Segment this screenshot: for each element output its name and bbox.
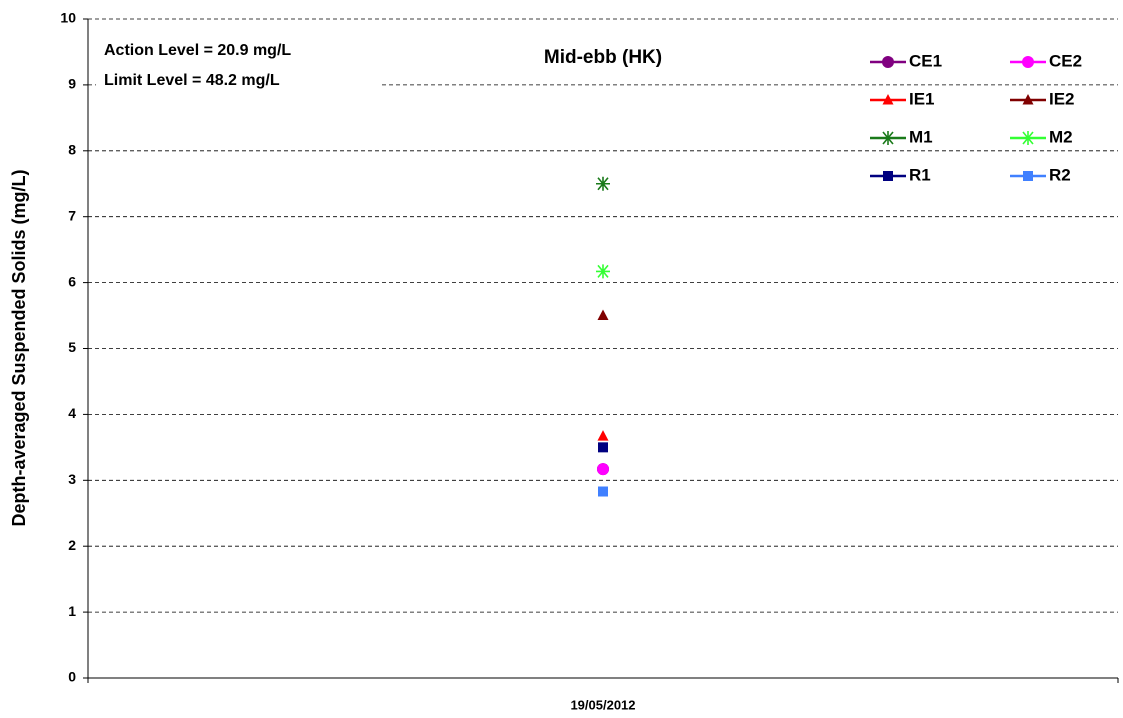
legend-label: R2 [1049, 165, 1071, 184]
data-point [596, 264, 610, 279]
annotation: Action Level = 20.9 mg/L [104, 42, 291, 59]
y-tick-label: 9 [68, 76, 76, 92]
y-tick-label: 10 [60, 10, 76, 26]
x-tick-label: 19/05/2012 [570, 697, 635, 712]
y-tick-label: 4 [68, 405, 76, 421]
data-point [597, 430, 609, 441]
y-tick-label: 0 [68, 669, 76, 685]
y-axis-label: Depth-averaged Suspended Solids (mg/L) [9, 169, 29, 526]
data-point [597, 463, 609, 476]
data-point [597, 309, 609, 321]
legend-label: M2 [1049, 127, 1073, 146]
y-tick-label: 3 [68, 471, 76, 487]
data-point [598, 486, 608, 497]
legend-marker [881, 131, 895, 145]
legend-marker [1021, 131, 1035, 145]
legend-label: IE2 [1049, 89, 1075, 108]
y-tick-label: 8 [68, 142, 76, 158]
legend-label: IE1 [909, 89, 935, 108]
y-tick-label: 1 [68, 603, 76, 619]
y-tick-label: 6 [68, 273, 76, 289]
legend-marker [882, 56, 894, 68]
legend-label: M1 [909, 127, 933, 146]
data-point [596, 176, 610, 191]
legend-label: CE1 [909, 51, 942, 70]
chart-title: Mid-ebb (HK) [544, 47, 662, 68]
annotation: Limit Level = 48.2 mg/L [104, 72, 280, 89]
legend-marker [1022, 94, 1034, 105]
data-point [598, 442, 608, 453]
legend-marker [882, 94, 894, 105]
y-tick-label: 2 [68, 537, 76, 553]
y-tick-label: 5 [68, 339, 76, 355]
annotation-box [96, 33, 380, 101]
legend-marker [1023, 171, 1033, 181]
legend-label: CE2 [1049, 51, 1082, 70]
y-tick-label: 7 [68, 207, 76, 223]
legend-marker [883, 171, 893, 181]
legend-marker [1022, 56, 1034, 68]
legend-label: R1 [909, 165, 931, 184]
